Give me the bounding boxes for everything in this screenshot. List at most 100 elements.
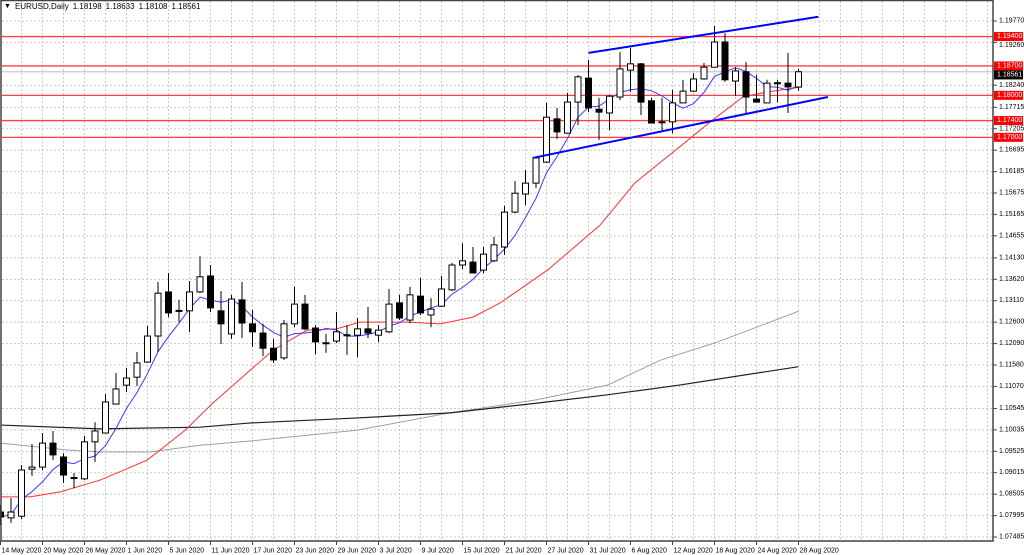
trend-channel[interactable] bbox=[532, 15, 829, 159]
bull-candle bbox=[543, 102, 550, 163]
level-label: 1.18000 bbox=[997, 92, 1022, 99]
bear-candle bbox=[721, 33, 729, 82]
bull-candle bbox=[522, 170, 529, 205]
date-label: 15 Jul 2020 bbox=[464, 548, 500, 555]
bull-candle bbox=[480, 246, 487, 274]
candle-body bbox=[690, 78, 697, 92]
bull-candle bbox=[679, 79, 687, 104]
candle-body bbox=[784, 82, 792, 88]
candle-body bbox=[627, 63, 634, 71]
bull-candle bbox=[627, 47, 634, 92]
candle-body bbox=[333, 331, 340, 342]
bear-candle bbox=[249, 309, 256, 347]
candle-body bbox=[165, 291, 172, 314]
candle-body bbox=[39, 442, 46, 468]
candle-body bbox=[186, 291, 193, 312]
horizontal-levels bbox=[2, 35, 993, 138]
bear-candle bbox=[60, 453, 67, 484]
candle-body bbox=[669, 102, 676, 123]
price-tick-label: 1.09525 bbox=[999, 448, 1024, 455]
date-label: 21 Jul 2020 bbox=[506, 548, 542, 555]
candle-body bbox=[375, 329, 382, 336]
candle-body bbox=[133, 362, 141, 378]
chart-header: ▼ EURUSD,Daily 1.18198 1.18633 1.18108 1… bbox=[4, 2, 200, 11]
candle-body bbox=[427, 308, 435, 316]
date-label: 3 Jul 2020 bbox=[380, 548, 412, 555]
candle-body bbox=[270, 347, 277, 361]
candle-body bbox=[574, 76, 582, 103]
price-tick-label: 1.09015 bbox=[999, 469, 1024, 476]
bear-candle bbox=[396, 294, 403, 321]
date-label: 29 Jun 2020 bbox=[338, 548, 377, 555]
ma-mid-line bbox=[0, 86, 799, 498]
candle-body bbox=[543, 116, 550, 163]
level-badge bbox=[994, 32, 1023, 42]
date-label: 24 Aug 2020 bbox=[758, 548, 797, 555]
price-tick-label: 1.19260 bbox=[999, 42, 1024, 49]
candle-body bbox=[112, 388, 120, 405]
candles bbox=[0, 26, 802, 526]
price-tick-label: 1.11070 bbox=[999, 383, 1024, 390]
bull-candle bbox=[574, 75, 582, 126]
candle-body bbox=[763, 82, 771, 104]
date-label: 6 Aug 2020 bbox=[632, 548, 668, 555]
bull-candle bbox=[133, 351, 141, 387]
level-badge bbox=[994, 132, 1023, 142]
candle-body bbox=[364, 328, 372, 334]
price-tick-label: 1.16185 bbox=[999, 168, 1024, 175]
bear-candle bbox=[585, 60, 592, 113]
bull-candle bbox=[291, 286, 298, 328]
price-tick-label: 1.08505 bbox=[999, 491, 1024, 498]
price-tick-label: 1.18240 bbox=[999, 82, 1024, 89]
candle-body bbox=[732, 70, 739, 82]
level-label: 1.17000 bbox=[997, 134, 1022, 141]
price-tick-label: 1.12600 bbox=[999, 319, 1024, 326]
bear-candle bbox=[742, 62, 750, 116]
date-label: 1 Jun 2020 bbox=[128, 548, 163, 555]
price-tick-label: 1.19770 bbox=[999, 18, 1024, 25]
bull-candle bbox=[690, 73, 697, 92]
bull-candle bbox=[616, 52, 624, 100]
bull-candle bbox=[375, 325, 382, 342]
price-tick-label: 1.12090 bbox=[999, 340, 1024, 347]
time-axis: 14 May 2020 20 May 2020 26 May 2020 1 Jun 2… bbox=[0, 541, 839, 555]
bull-candle bbox=[606, 94, 613, 131]
candle-body bbox=[679, 90, 687, 104]
bear-candle bbox=[322, 333, 330, 353]
bear-candle bbox=[270, 338, 277, 363]
level-badge bbox=[994, 90, 1023, 100]
date-label: 11 Jun 2020 bbox=[212, 548, 250, 555]
candle-body bbox=[28, 466, 36, 470]
candle-body bbox=[18, 469, 25, 517]
price-tick-label: 1.17715 bbox=[999, 104, 1024, 111]
candle-body bbox=[711, 41, 718, 68]
level-badge bbox=[994, 61, 1023, 71]
date-label: 12 Aug 2020 bbox=[674, 548, 713, 555]
plot-border bbox=[0, 0, 994, 542]
candle-body bbox=[637, 63, 645, 103]
bull-candle bbox=[343, 325, 351, 355]
candle-body bbox=[343, 334, 351, 337]
bull-candle bbox=[228, 294, 235, 339]
dropdown-triangle-icon[interactable]: ▼ bbox=[4, 3, 11, 10]
candle-body bbox=[406, 294, 414, 321]
price-tick-label: 1.15165 bbox=[999, 211, 1024, 218]
level-badge bbox=[994, 116, 1023, 126]
bear-candle bbox=[648, 97, 655, 124]
candle-body bbox=[175, 309, 183, 312]
candle-body bbox=[448, 264, 456, 291]
date-label: 17 Jun 2020 bbox=[254, 548, 293, 555]
bull-candle bbox=[28, 443, 36, 476]
bear-candle bbox=[259, 323, 267, 357]
symbol-label: EURUSD,Daily bbox=[14, 2, 69, 11]
bull-candle bbox=[669, 89, 676, 134]
price-tick-label: 1.13110 bbox=[999, 297, 1024, 304]
bull-candle bbox=[490, 236, 498, 263]
candle-body bbox=[238, 299, 246, 324]
date-label: 31 Jul 2020 bbox=[590, 548, 626, 555]
bull-candle bbox=[91, 422, 99, 463]
level-label: 1.19400 bbox=[997, 33, 1022, 40]
bear-candle bbox=[70, 472, 78, 489]
date-label: 28 Aug 2020 bbox=[800, 548, 839, 555]
